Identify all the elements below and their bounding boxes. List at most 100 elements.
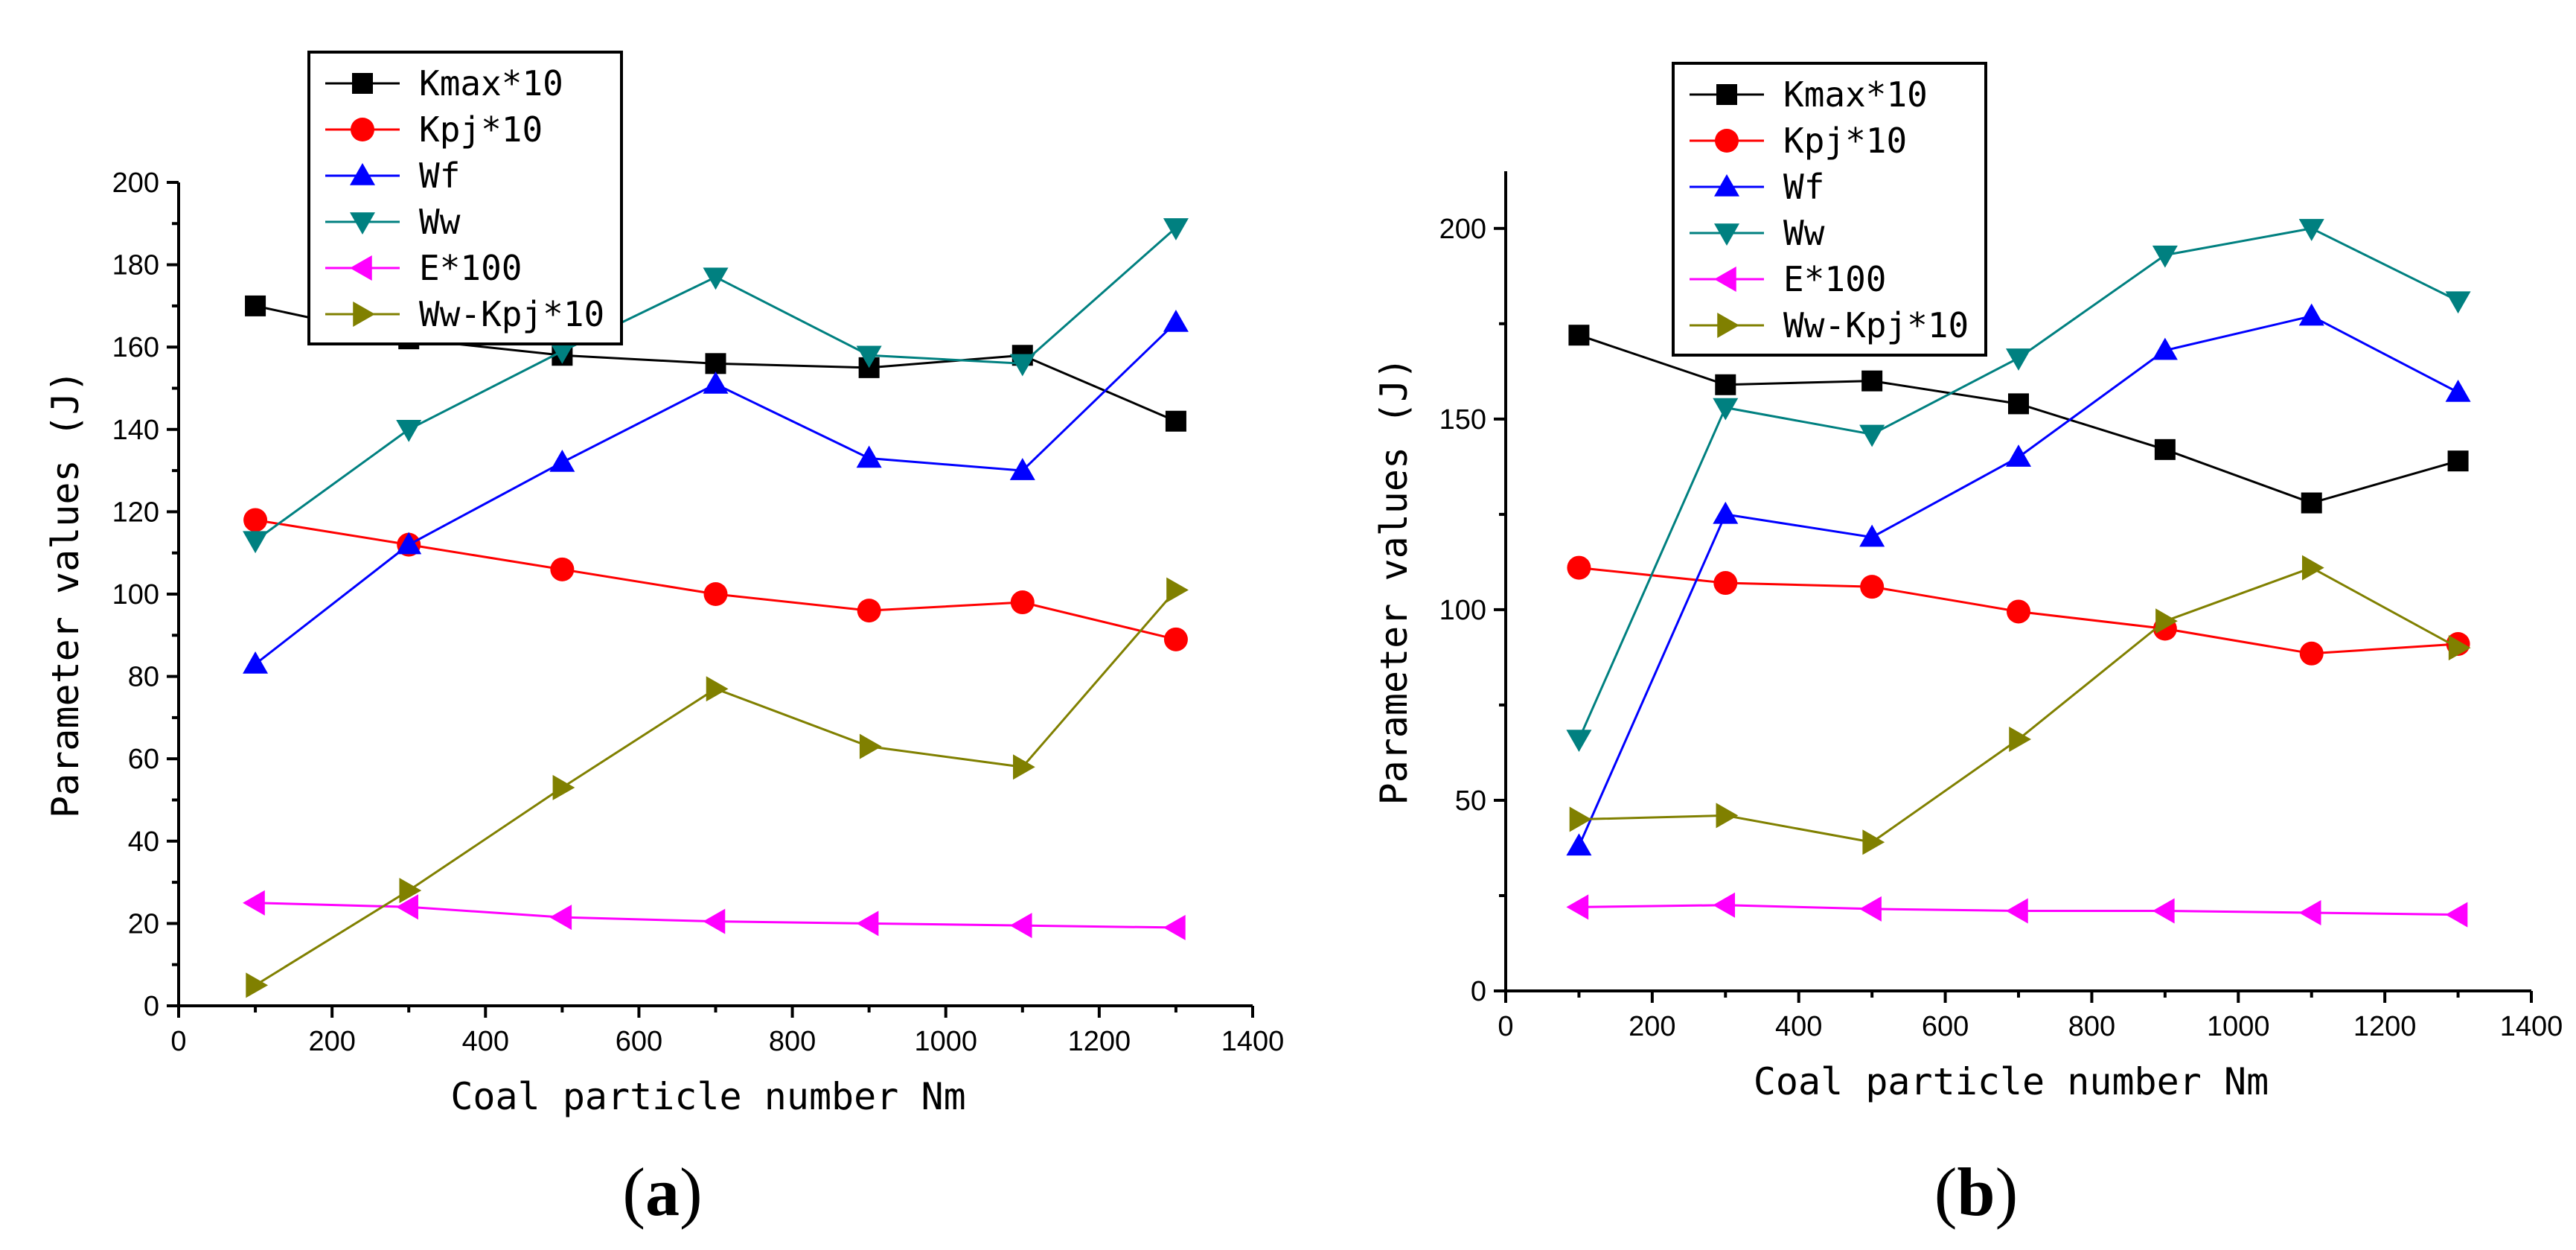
data-point	[2445, 380, 2471, 402]
data-point	[856, 445, 882, 468]
data-point	[2009, 727, 2031, 753]
x-tick-label: 0	[1498, 1011, 1513, 1042]
series-line	[255, 518, 1177, 641]
data-point	[705, 353, 726, 374]
x-tick-label: 1000	[914, 1026, 977, 1057]
data-point	[703, 582, 728, 606]
x-tick-label: 1200	[1068, 1026, 1131, 1057]
data-point	[2299, 641, 2324, 666]
y-tick-label: 0	[1471, 976, 1486, 1007]
data-point	[703, 267, 729, 290]
series-E*100	[243, 890, 1186, 940]
legend-marker	[350, 212, 375, 235]
data-point	[1859, 524, 1885, 547]
data-point	[703, 908, 726, 934]
data-point	[1861, 370, 1883, 392]
panel-label-open: (	[1934, 1154, 1957, 1230]
data-point	[2008, 393, 2029, 415]
data-point	[1013, 754, 1035, 780]
chart-panel-a: 0 200 400 600 800 1000 1200 1400 0 20 40 60 80 100 120…	[44, 51, 1285, 1230]
data-point	[2301, 492, 2322, 514]
legend-label: Kpj*10	[1783, 121, 1907, 161]
data-point	[243, 651, 269, 674]
data-point	[2007, 599, 2030, 624]
x-tick-label: 1400	[1221, 1026, 1285, 1057]
x-tick-label: 200	[1629, 1011, 1675, 1042]
x-tick-label: 1200	[2353, 1011, 2417, 1042]
y-tick-label: 100	[1439, 595, 1486, 626]
data-point	[396, 532, 422, 555]
legend-marker	[1714, 174, 1739, 197]
data-point	[1716, 803, 1739, 829]
data-point	[1567, 555, 1591, 580]
legend-marker	[1716, 84, 1737, 105]
legend-marker	[350, 163, 375, 185]
data-point	[1166, 577, 1189, 603]
legend-marker	[1717, 313, 1739, 338]
data-point	[1566, 894, 1589, 920]
data-point	[1713, 892, 1736, 918]
y-tick-label: 0	[144, 991, 159, 1022]
data-point	[2152, 337, 2178, 360]
data-point	[2447, 450, 2469, 472]
data-point	[1569, 806, 1592, 832]
series-Wf	[243, 310, 1189, 674]
data-point	[2445, 291, 2471, 314]
y-tick-label: 100	[112, 579, 159, 610]
series-Ww-Kpj*10	[246, 577, 1189, 998]
legend-marker	[1714, 223, 1739, 246]
legend-marker	[1714, 267, 1736, 292]
y-axis-title: Parameter values (J)	[1372, 357, 1416, 805]
data-point	[703, 371, 729, 394]
panel-label-close: )	[680, 1154, 703, 1230]
data-point	[552, 774, 575, 800]
data-point	[2152, 245, 2178, 268]
y-tick-label: 20	[128, 908, 159, 940]
y-tick-label: 150	[1439, 404, 1486, 436]
data-point	[1163, 218, 1189, 240]
data-point	[1163, 914, 1186, 940]
data-point	[396, 420, 422, 442]
data-point	[549, 450, 575, 472]
legend-label: Kpj*10	[419, 109, 543, 150]
y-tick-label: 120	[112, 497, 159, 528]
series-E*100	[1566, 892, 2468, 928]
y-tick-label: 140	[112, 415, 159, 446]
data-point	[1009, 354, 1035, 377]
data-point	[549, 341, 575, 364]
legend: Kmax*10 Kpj*10 Wf Ww E*100 Ww-Kpj*10	[1672, 62, 1987, 357]
data-point	[859, 733, 882, 759]
x-tick-label: 600	[1922, 1011, 1969, 1042]
data-point	[1568, 325, 1590, 346]
data-point	[243, 890, 265, 916]
series-Kpj*10	[1567, 555, 2470, 666]
x-axis-title: Coal particle number Nm	[1754, 1060, 2269, 1103]
y-tick-label: 80	[128, 662, 159, 693]
data-point	[1862, 829, 1885, 855]
series-Ww-Kpj*10	[1569, 555, 2471, 855]
x-tick-label: 1000	[2207, 1011, 2270, 1042]
data-point	[1165, 410, 1186, 432]
legend-label: Ww-Kpj*10	[1783, 305, 1969, 345]
series-Ww	[243, 218, 1189, 554]
data-point	[1010, 590, 1035, 615]
legend-label: Ww	[1783, 213, 1825, 253]
data-point	[706, 676, 729, 702]
y-tick-label: 40	[128, 826, 159, 858]
data-point	[2154, 439, 2176, 460]
panel-label-open: (	[622, 1154, 645, 1230]
data-point	[243, 508, 268, 532]
panel-label: (a)	[622, 1154, 702, 1230]
data-point	[1859, 424, 1885, 447]
panel-label-close: )	[1995, 1154, 2019, 1230]
series-Ww	[1566, 219, 2471, 753]
x-tick-label: 600	[616, 1026, 662, 1057]
x-tick-label: 0	[170, 1026, 186, 1057]
y-axis-title: Parameter values (J)	[44, 370, 87, 818]
chart-panel-b: 0 200 400 600 800 1000 1200 1400 0 50 100 150 200 Coa…	[1372, 62, 2563, 1230]
data-point	[1163, 310, 1189, 332]
x-axis-title: Coal particle number Nm	[450, 1075, 965, 1118]
data-point	[1009, 913, 1032, 939]
legend-marker	[352, 73, 373, 94]
